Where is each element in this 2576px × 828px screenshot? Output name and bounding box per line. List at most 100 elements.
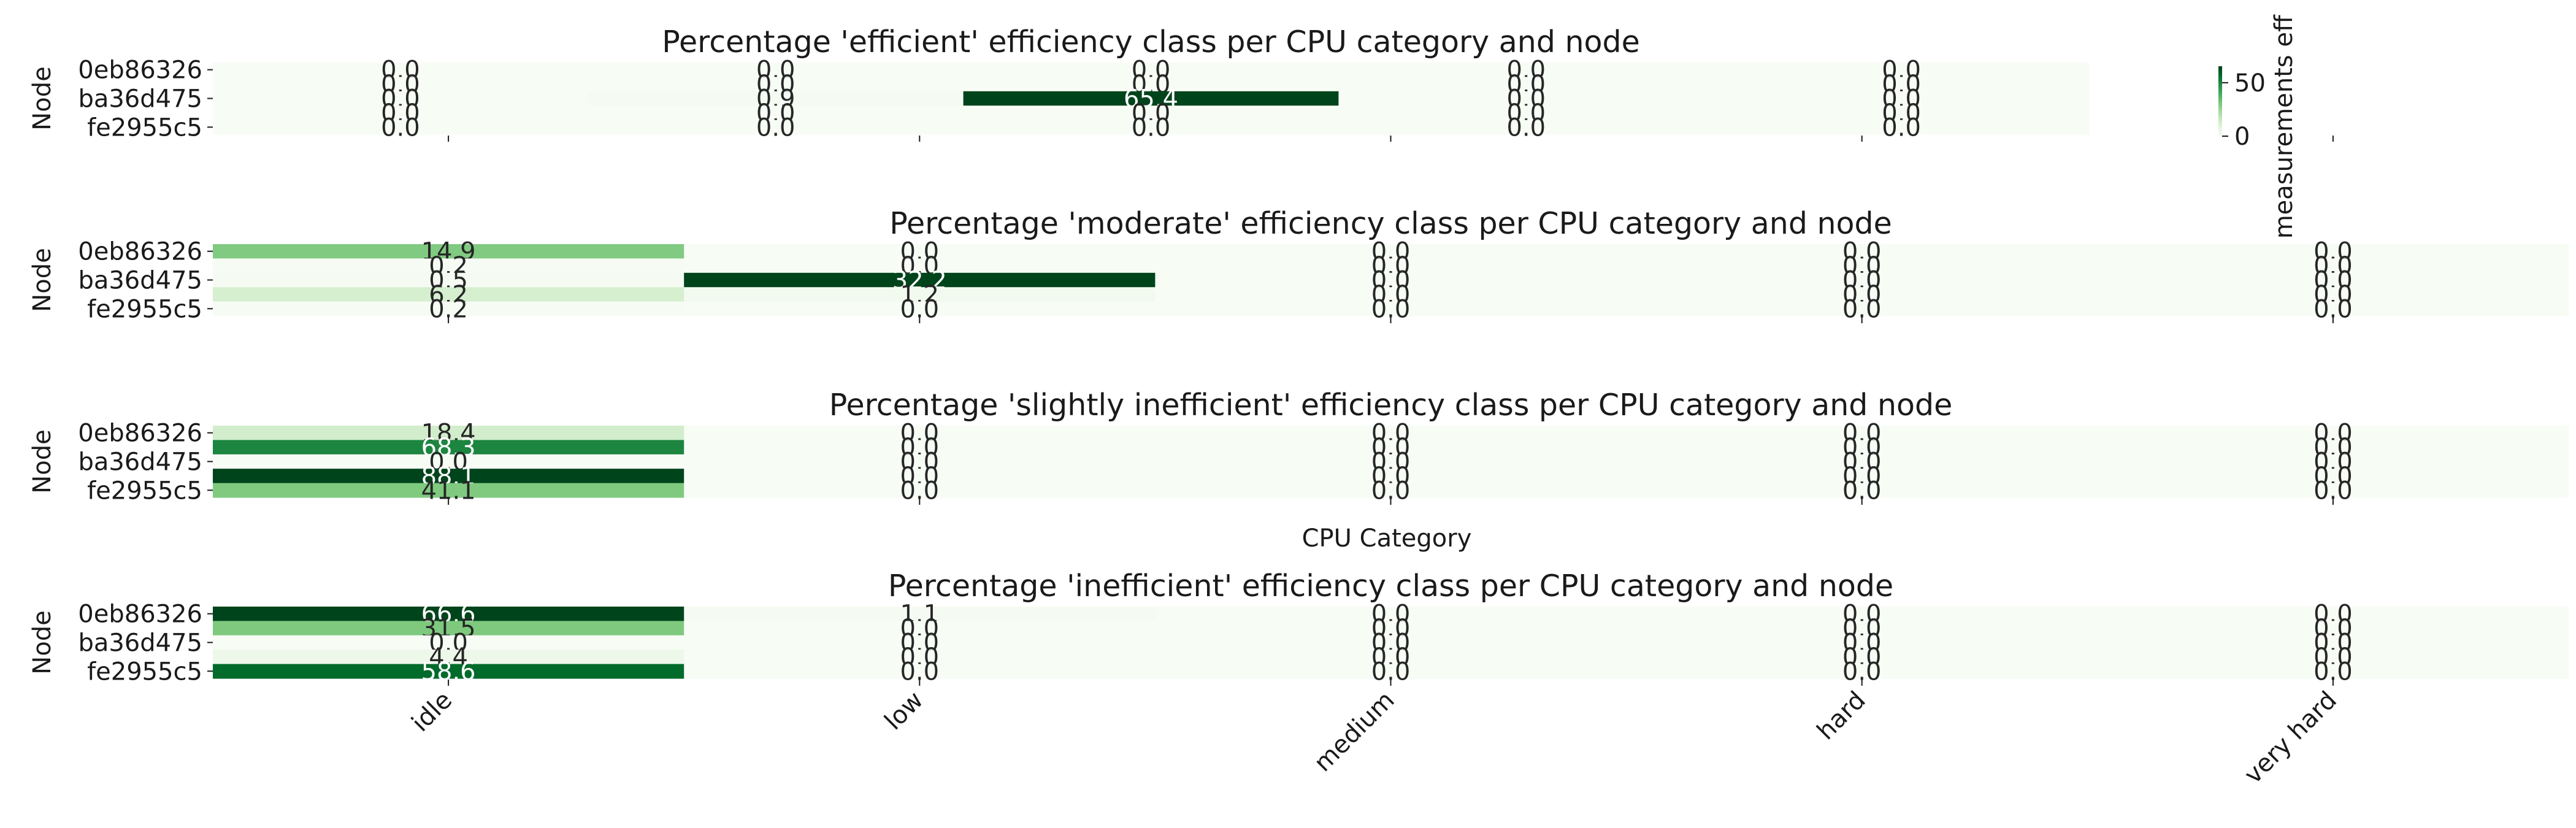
colorbar-label: % measurements eff: [2270, 14, 2298, 270]
colorbar-segment: [2218, 134, 2222, 137]
heatmap-cell: [1626, 454, 2098, 469]
colorbar-segment: [2218, 129, 2222, 131]
colorbar-segment: [2218, 117, 2222, 119]
colorbar-segment: [2218, 98, 2222, 100]
heatmap-cell: [1714, 77, 2090, 92]
heatmap-cell: [684, 287, 1156, 302]
colorbar-segment: [2218, 99, 2222, 102]
heatmap-cell: [588, 63, 964, 77]
heatmap-cell: [1626, 258, 2098, 274]
heatmap-cell: [1155, 272, 1627, 288]
heatmap-cell: [213, 301, 684, 316]
heatmap-panel-1: Percentage 'efficient' efficiency class …: [28, 14, 2334, 270]
heatmap-cell: [684, 469, 1156, 484]
y-tick-label: ba36d475: [78, 448, 202, 477]
heatmap-cell: [213, 258, 684, 274]
y-tick-label: ba36d475: [78, 629, 202, 657]
colorbar-segment: [2218, 69, 2222, 72]
y-tick-label: 0eb86326: [78, 420, 202, 448]
heatmap-cell: [1155, 287, 1627, 302]
heatmap-cell: [2097, 287, 2569, 302]
heatmap-cell: [684, 483, 1156, 498]
colorbar: 50 0 % measurements eff: [2218, 14, 2298, 270]
colorbar-segment: [2218, 73, 2222, 75]
y-tick-label: 0eb86326: [78, 238, 202, 266]
heatmap-cell: [684, 301, 1156, 316]
y-tick-label: ba36d475: [78, 85, 202, 113]
cell-value-label: 0.0: [756, 113, 795, 142]
heatmap-cell: [2097, 258, 2569, 274]
heatmap-cell: [213, 635, 684, 650]
colorbar-segment: [2218, 106, 2222, 109]
colorbar-tick-label: 0: [2234, 123, 2250, 151]
x-axis-label: CPU Category: [1302, 524, 1472, 553]
colorbar-segment: [2218, 87, 2222, 90]
heatmap-cell: [588, 91, 964, 106]
heatmap-cell: [2097, 454, 2569, 469]
colorbar-segment: [2218, 85, 2222, 88]
heatmap-cell: [963, 63, 1339, 77]
heatmap-cell: [1626, 469, 2098, 484]
heatmap-cell: [2097, 483, 2569, 498]
heatmap-cell: [2097, 650, 2569, 665]
heatmap-cell: [213, 272, 684, 288]
y-tick-label: fe2955c5: [87, 295, 202, 323]
heatmap-cell: [1155, 607, 1627, 621]
colorbar-segment: [2218, 80, 2222, 83]
colorbar-segment: [2218, 125, 2222, 128]
colorbar-segment: [2218, 75, 2222, 77]
heatmap-cell: [1338, 91, 1714, 106]
heatmap-cell: [1155, 650, 1627, 665]
heatmap-cell: [213, 440, 684, 455]
y-tick-label: ba36d475: [78, 267, 202, 295]
heatmap-cell: [1626, 621, 2098, 636]
heatmap-cell: [1626, 426, 2098, 440]
heatmap-cell: [2097, 301, 2569, 316]
heatmap-cell: [588, 120, 964, 135]
colorbar-segment: [2218, 90, 2222, 93]
x-tick-label: hard: [1812, 686, 1871, 746]
colorbar-segment: [2218, 127, 2222, 130]
heatmap-cell: [684, 650, 1156, 665]
heatmap-cell: [1155, 301, 1627, 316]
heatmap-cell: [1155, 258, 1627, 274]
heatmap-cell: [1338, 120, 1714, 135]
heatmap-cell: [684, 426, 1156, 440]
heatmap-cell: [588, 105, 964, 121]
colorbar-segment: [2218, 96, 2222, 98]
cell-value-label: 0.0: [1882, 113, 1921, 142]
heatmap-cell: [963, 120, 1339, 135]
heatmap-cell: [1626, 301, 2098, 316]
heatmap-cell: [2097, 607, 2569, 621]
heatmap-cell: [963, 77, 1339, 92]
heatmap-cell: [213, 244, 684, 259]
y-tick-label: 0eb86326: [78, 56, 202, 85]
heatmap-cell: [2097, 244, 2569, 259]
heatmap-cell: [1714, 120, 2090, 135]
heatmap-cell: [213, 607, 684, 621]
x-tick-labels: idle low medium hard very hard: [407, 686, 2342, 789]
heatmap-cell: [213, 287, 684, 302]
cell-value-label: 0.0: [1506, 113, 1546, 142]
heatmap-cell: [1155, 454, 1627, 469]
heatmap-cell: [1626, 244, 2098, 259]
panel-title: Percentage 'efficient' efficiency class …: [662, 25, 1640, 59]
x-tick-label: idle: [407, 686, 458, 738]
heatmap-cell: [213, 77, 589, 92]
heatmap-cell: [213, 469, 684, 484]
heatmap-panel-2: Percentage 'moderate' efficiency class p…: [28, 206, 2569, 323]
y-tick-label: fe2955c5: [87, 657, 202, 686]
heatmap-cell: [213, 454, 684, 469]
heatmap-cell: [2097, 635, 2569, 650]
heatmap-cell: [2097, 426, 2569, 440]
colorbar-segment: [2218, 78, 2222, 81]
heatmap-cell: [1155, 244, 1627, 259]
colorbar-segment: [2218, 101, 2222, 104]
y-tick-label: 0eb86326: [78, 600, 202, 629]
colorbar-segment: [2218, 132, 2222, 135]
panel-title: Percentage 'slightly inefficient' effici…: [829, 388, 1953, 423]
colorbar-segment: [2218, 89, 2222, 91]
heatmap-cell: [1626, 635, 2098, 650]
heatmap-cell: [1155, 635, 1627, 650]
heatmap-cell: [684, 454, 1156, 469]
